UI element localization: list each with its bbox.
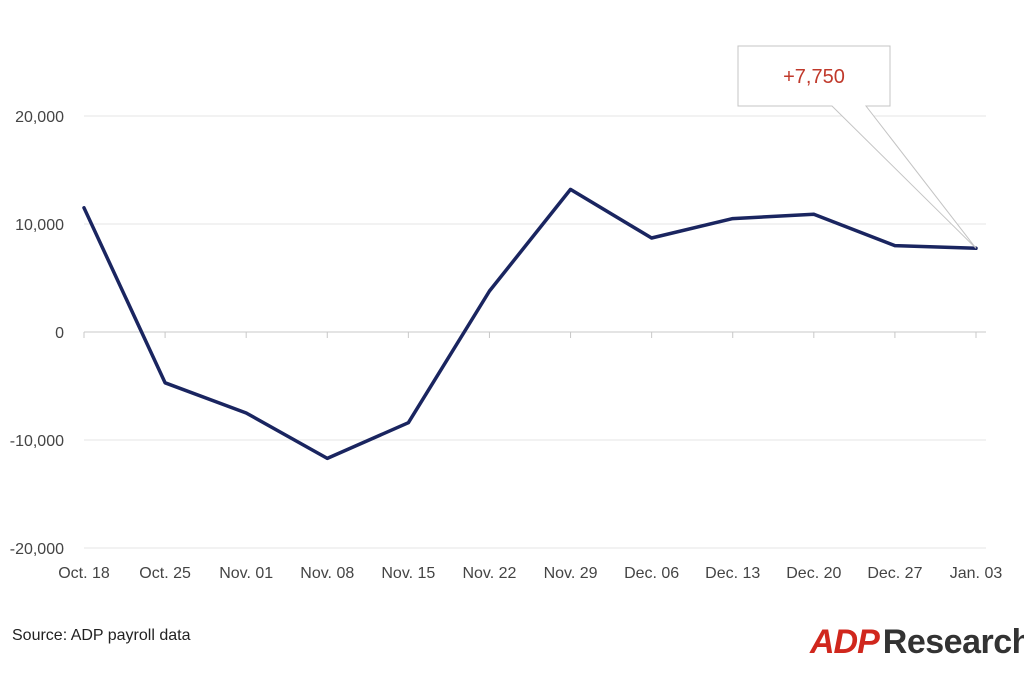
x-tick-label: Nov. 01	[219, 565, 273, 582]
x-tick-label: Oct. 18	[58, 565, 110, 582]
y-tick-label: 0	[55, 325, 64, 342]
data-point	[406, 421, 410, 425]
annotation-callout: +7,750	[737, 45, 977, 249]
x-tick-label: Oct. 25	[139, 565, 191, 582]
x-tick-label: Dec. 20	[786, 565, 841, 582]
y-tick-label: 20,000	[15, 109, 64, 126]
x-tick-label: Dec. 27	[867, 565, 922, 582]
adp-research-logo: ADP Research	[810, 620, 1024, 664]
data-point	[244, 411, 248, 415]
x-tick-label: Dec. 13	[705, 565, 760, 582]
callout-label: +7,750	[783, 66, 845, 88]
data-point	[650, 236, 654, 240]
x-tick-label: Jan. 03	[950, 565, 1003, 582]
data-point	[82, 206, 86, 210]
source-note: Source: ADP payroll data	[12, 627, 191, 644]
data-point	[487, 289, 491, 293]
x-tick-label: Dec. 06	[624, 565, 679, 582]
series-layer	[82, 187, 978, 461]
x-tick-label: Nov. 08	[300, 565, 354, 582]
logo-word: Research	[882, 623, 1024, 661]
y-tick-label: -20,000	[10, 541, 64, 558]
data-point	[325, 456, 329, 460]
x-tick-label: Nov. 15	[381, 565, 435, 582]
callout-box	[737, 45, 977, 249]
data-point	[569, 187, 573, 191]
x-axis: Oct. 18 Oct. 25 Nov. 01 Nov. 08 Nov. 15 Nov. …	[58, 332, 1002, 582]
x-tick-label: Nov. 29	[544, 565, 598, 582]
series-line	[82, 187, 978, 461]
data-point	[163, 381, 167, 385]
logo-mark: ADP	[810, 623, 880, 661]
x-tick-label: Nov. 22	[462, 565, 516, 582]
data-point	[893, 244, 897, 248]
y-tick-label: -10,000	[10, 433, 64, 450]
data-point	[812, 212, 816, 216]
y-axis: 20,000 10,000 0 -10,000 -20,000	[10, 109, 64, 558]
data-point	[731, 217, 735, 221]
y-tick-label: 10,000	[15, 217, 64, 234]
gridlines	[84, 115, 986, 549]
